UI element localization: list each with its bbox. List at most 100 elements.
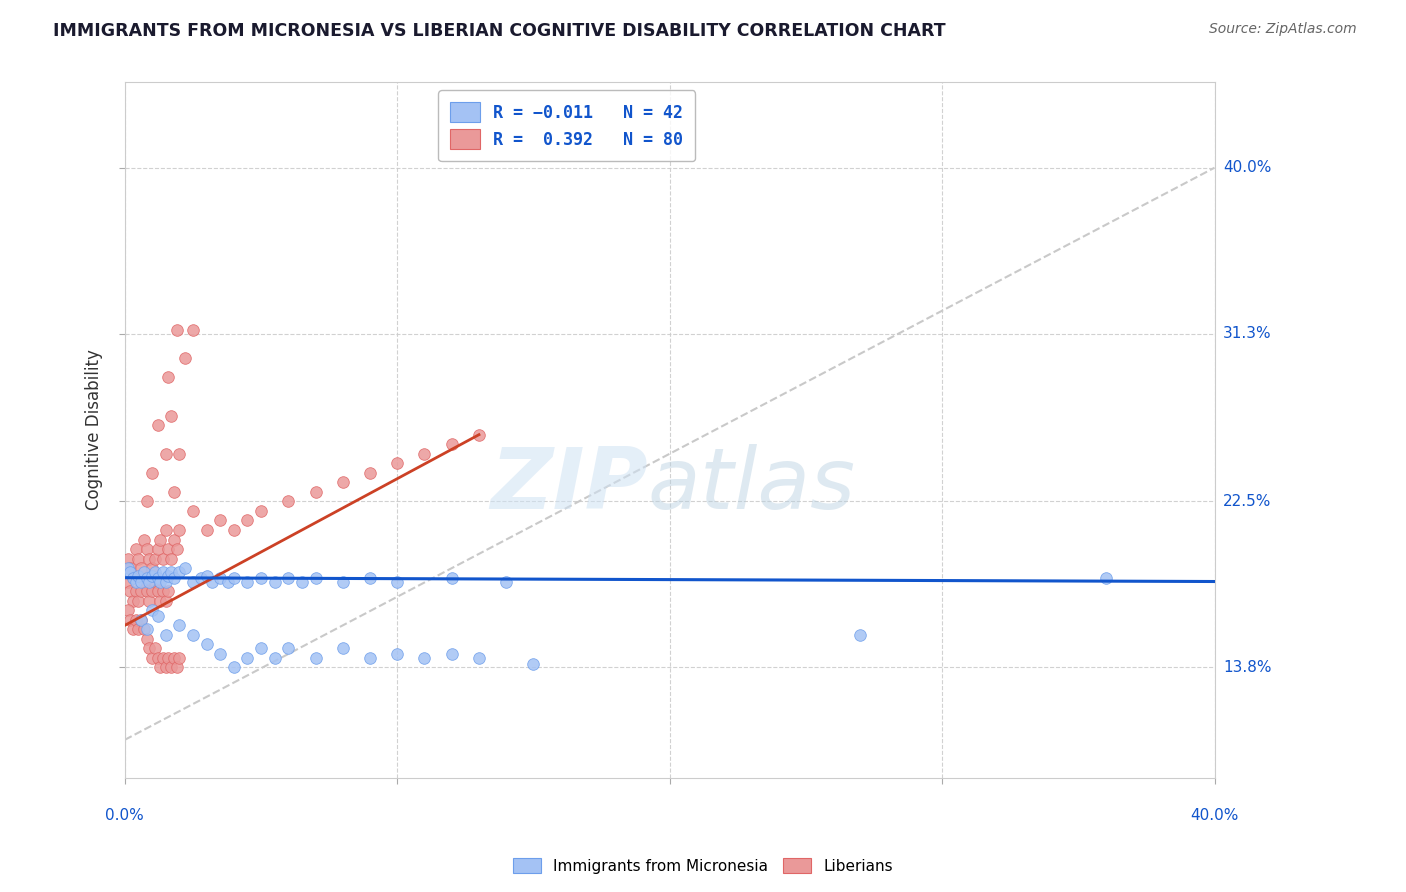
Point [155,447,177,461]
Point [155,660,177,674]
Point [195,569,218,583]
Point [277,641,299,656]
Point [332,641,354,656]
Point [141,603,163,617]
Point [209,571,232,585]
Point [250,571,273,585]
Point [181,574,204,589]
Point [169,650,191,665]
Point [152,650,174,665]
Point [291,574,314,589]
Point [138,641,160,656]
Point [304,571,326,585]
Point [222,660,245,674]
Point [141,584,163,599]
Point [135,494,157,508]
Point [173,351,195,366]
Point [120,561,142,575]
Point [127,569,149,583]
Point [138,551,160,566]
Text: Source: ZipAtlas.com: Source: ZipAtlas.com [1209,22,1357,37]
Point [120,565,142,579]
Text: 0.0%: 0.0% [105,808,145,823]
Point [127,622,149,636]
Point [236,650,259,665]
Point [117,561,139,575]
Point [125,584,148,599]
Point [263,650,285,665]
Point [127,551,149,566]
Text: IMMIGRANTS FROM MICRONESIA VS LIBERIAN COGNITIVE DISABILITY CORRELATION CHART: IMMIGRANTS FROM MICRONESIA VS LIBERIAN C… [53,22,946,40]
Point [217,574,239,589]
Point [387,647,409,661]
Point [522,657,544,671]
Point [138,574,160,589]
Point [468,427,491,442]
Legend: Immigrants from Micronesia, Liberians: Immigrants from Micronesia, Liberians [508,852,898,880]
Point [440,437,463,451]
Point [117,603,139,617]
Point [1094,571,1116,585]
Text: 13.8%: 13.8% [1223,660,1271,675]
Point [135,632,157,646]
Point [181,628,204,642]
Point [181,504,204,518]
Point [129,613,152,627]
Point [160,660,183,674]
Point [146,650,169,665]
Point [127,593,149,607]
Point [190,571,212,585]
Point [143,565,166,579]
Point [141,650,163,665]
Text: 40.0%: 40.0% [1191,808,1239,823]
Point [195,523,218,537]
Point [359,571,381,585]
Point [169,618,191,632]
Point [413,447,436,461]
Point [122,622,145,636]
Point [250,641,273,656]
Point [129,561,152,575]
Point [440,571,463,585]
Point [129,613,152,627]
Text: atlas: atlas [648,444,856,527]
Point [250,504,273,518]
Point [125,574,148,589]
Point [146,584,169,599]
Point [141,466,163,480]
Point [152,584,174,599]
Point [122,571,145,585]
Point [135,571,157,585]
Point [495,574,517,589]
Point [143,574,166,589]
Point [125,542,148,557]
Point [132,574,155,589]
Point [222,523,245,537]
Point [387,456,409,470]
Point [157,370,180,384]
Point [149,660,172,674]
Point [195,637,218,651]
Point [169,523,191,537]
Point [149,574,172,589]
Text: 31.3%: 31.3% [1223,326,1271,341]
Point [120,584,142,599]
Point [163,650,186,665]
Point [332,475,354,490]
Point [117,574,139,589]
Point [332,574,354,589]
Point [163,484,186,499]
Point [163,533,186,547]
Point [122,571,145,585]
Point [135,622,157,636]
Point [146,542,169,557]
Point [152,565,174,579]
Point [201,574,224,589]
Point [157,569,180,583]
Point [222,571,245,585]
Text: ZIP: ZIP [491,444,648,527]
Point [169,565,191,579]
Point [236,514,259,528]
Point [209,514,232,528]
Point [132,622,155,636]
